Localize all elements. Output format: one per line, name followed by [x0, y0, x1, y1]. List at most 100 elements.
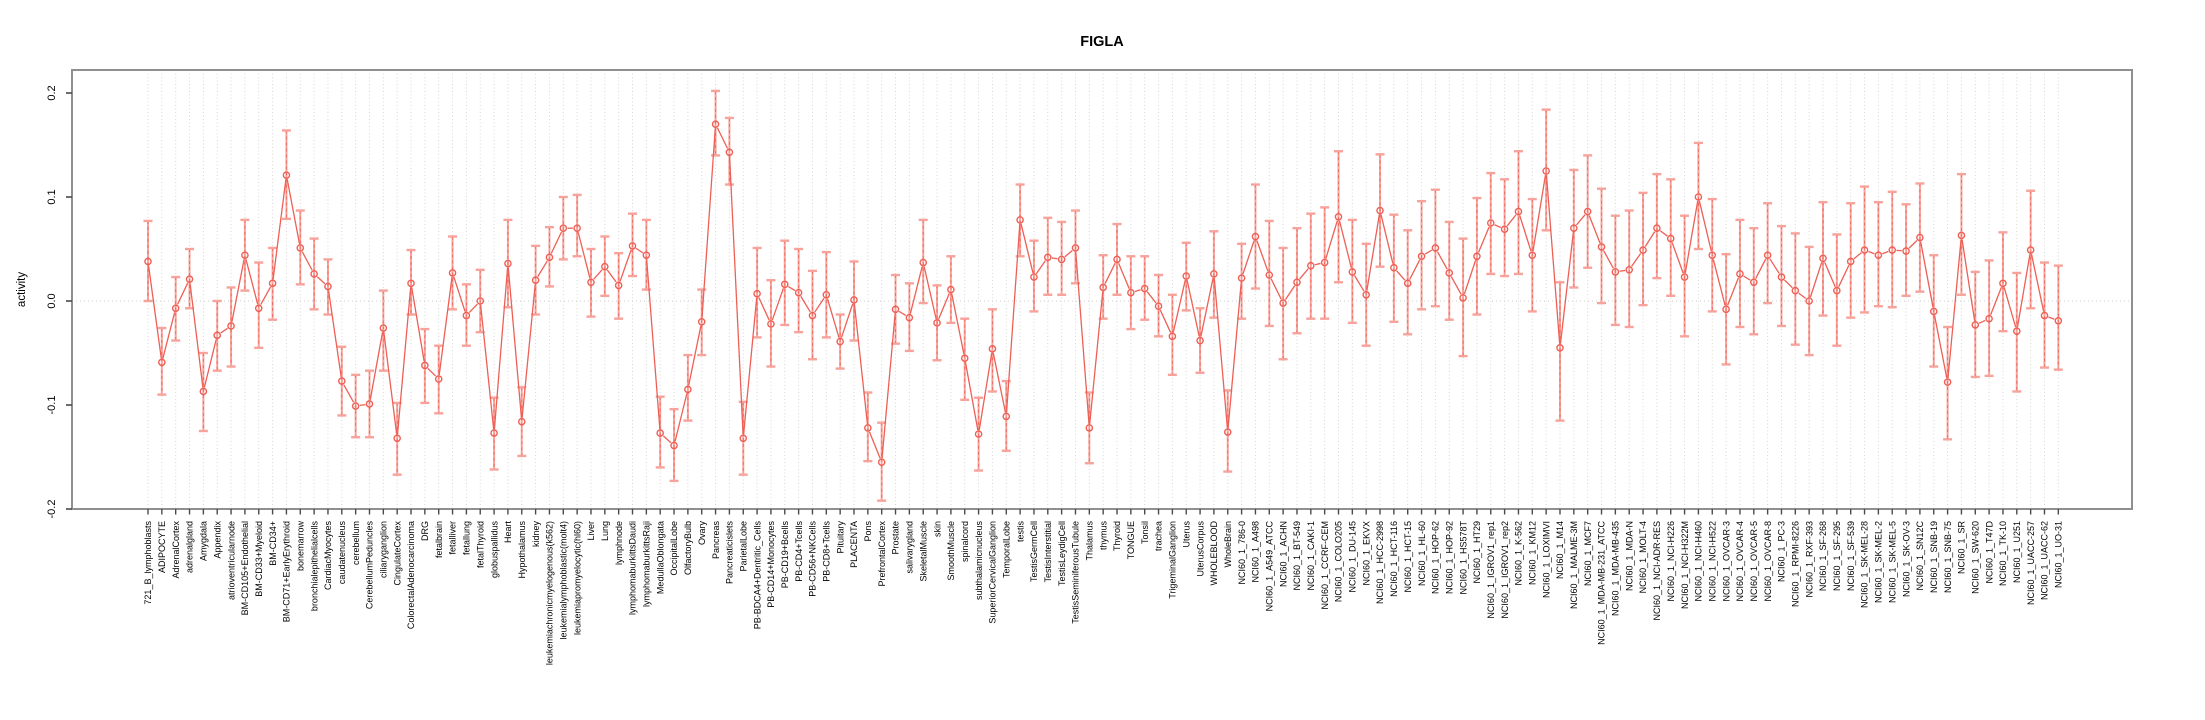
- x-tick-label: PB-CD56+NKCells: [808, 521, 818, 597]
- series-segment: [688, 325, 702, 386]
- data-point-marker: [1030, 273, 1038, 281]
- series-segment: [758, 297, 770, 321]
- data-point-marker: [1403, 279, 1412, 288]
- data-point-marker: [1763, 251, 1772, 260]
- data-point-marker: [960, 354, 969, 363]
- series-segment: [1920, 241, 1934, 308]
- x-tick-label: Pancreas: [711, 521, 721, 560]
- data-points: [144, 120, 2063, 467]
- x-tick-label: trachea: [1154, 521, 1164, 551]
- series-segment: [2030, 254, 2045, 312]
- series-segment: [316, 276, 326, 285]
- series-segment: [1588, 215, 1601, 244]
- x-tick-label: NCI60_1_TK-10: [1998, 521, 2008, 586]
- x-tick-label: NCI60_1_SF-295: [1832, 521, 1842, 591]
- x-tick-label: subthalamicnucleus: [974, 521, 984, 601]
- data-point-marker: [1154, 302, 1163, 311]
- series-segment: [359, 403, 366, 407]
- data-point-marker: [850, 296, 858, 304]
- x-tick-label: SmoothMuscle: [946, 521, 956, 581]
- x-tick-label: NCI60_1_SK-MEL-5: [1887, 521, 1897, 603]
- series-segment: [1743, 275, 1751, 281]
- series-segment: [260, 286, 272, 305]
- data-point-marker: [1833, 286, 1841, 295]
- series-segment: [853, 304, 869, 424]
- data-point-marker: [919, 258, 928, 267]
- series-segment: [1990, 286, 2003, 316]
- series-segment: [1118, 263, 1130, 290]
- data-point-marker: [1860, 246, 1869, 254]
- series-segment: [1089, 291, 1104, 424]
- series-segment: [2016, 254, 2031, 328]
- chart-title: FIGLA: [1080, 34, 1124, 50]
- series-segment: [453, 276, 466, 312]
- data-point-marker: [2040, 311, 2049, 320]
- data-point-marker: [1902, 247, 1910, 255]
- x-tick-label: NCI60_1_MDA-N: [1624, 521, 1634, 591]
- series-segment: [1824, 261, 1836, 287]
- x-tick-label: ADIPOCYTE: [157, 521, 167, 573]
- series-segment: [1659, 230, 1668, 237]
- series-segment: [1671, 242, 1684, 274]
- x-tick-label: Heart: [503, 521, 513, 544]
- x-axis: 721_B_lymphoblasts ADIPOCYTE AdrenalCortex…: [143, 509, 2064, 665]
- x-tick-label: NCI60_1_SW-620: [1970, 521, 1980, 594]
- x-tick-label: lymphomaburkittsDaudi: [628, 521, 638, 615]
- data-point-marker: [725, 148, 734, 157]
- series-segment: [814, 297, 825, 313]
- data-point-marker: [1348, 268, 1357, 276]
- data-point-marker: [587, 278, 595, 287]
- data-point-marker: [1376, 206, 1384, 215]
- data-point-marker: [2013, 327, 2021, 335]
- data-point-marker: [1846, 257, 1855, 266]
- x-tick-label: Thalamus: [1085, 521, 1095, 561]
- series-segment: [1755, 258, 1767, 279]
- x-tick-label: NCI60_1_NCI-H322M: [1680, 521, 1690, 609]
- x-tick-label: NCI60_1_ACHN: [1278, 521, 1288, 587]
- series-segment: [800, 295, 811, 313]
- data-point-marker: [1210, 270, 1218, 278]
- x-tick-label: DRG: [420, 521, 430, 541]
- x-tick-label: Pancreaticislets: [725, 521, 735, 585]
- x-tick-label: NCI60_1_BT-549: [1292, 521, 1302, 591]
- x-tick-label: NCI60_1_U251: [2012, 521, 2022, 583]
- data-point-marker: [241, 251, 249, 260]
- data-point-marker: [739, 434, 748, 443]
- data-point-marker: [1431, 244, 1440, 252]
- series-segment: [1366, 214, 1380, 291]
- series-segment: [147, 265, 162, 359]
- x-tick-label: BM-CD71+EarlyErythroid: [282, 521, 292, 622]
- series-segment: [1005, 224, 1021, 413]
- x-tick-label: NCI60_1_IGROV1_rep1: [1486, 521, 1496, 619]
- x-tick-label: salivarygland: [905, 521, 915, 574]
- data-point-marker: [836, 337, 844, 346]
- data-point-marker: [1943, 378, 1952, 386]
- data-point-marker: [1528, 251, 1537, 260]
- x-tick-label: NCI60_1_SK-MEL-2: [1874, 521, 1884, 603]
- x-tick-label: NCI60_1_SF-539: [1846, 521, 1856, 591]
- series-segment: [2048, 316, 2055, 320]
- data-point-marker: [2026, 246, 2035, 254]
- data-point-marker: [1182, 272, 1191, 280]
- data-point-marker: [1542, 167, 1550, 175]
- series-segment: [1602, 250, 1614, 269]
- data-point-marker: [1736, 270, 1744, 278]
- series-segment: [1353, 275, 1365, 292]
- data-point-marker: [559, 224, 568, 232]
- series-segment: [1769, 258, 1780, 274]
- series-segment: [1104, 262, 1116, 285]
- data-point-marker: [1334, 212, 1343, 221]
- data-point-marker: [1888, 246, 1897, 254]
- x-tick-label: PB-BDCA4+Dentritic_Cells: [752, 521, 762, 630]
- series-segment: [1020, 223, 1034, 274]
- data-point-marker: [1265, 271, 1274, 279]
- series-segment: [1559, 232, 1574, 344]
- data-point-marker: [933, 319, 941, 327]
- data-point-marker: [254, 304, 263, 313]
- x-tick-label: CingulateCortex: [392, 521, 402, 586]
- data-point-marker: [1514, 207, 1523, 216]
- series-segment: [521, 284, 536, 418]
- y-axis-title: activity: [16, 272, 28, 307]
- series-segment: [369, 332, 384, 400]
- x-tick-label: NCI60_1_UACC-62: [2040, 521, 2050, 600]
